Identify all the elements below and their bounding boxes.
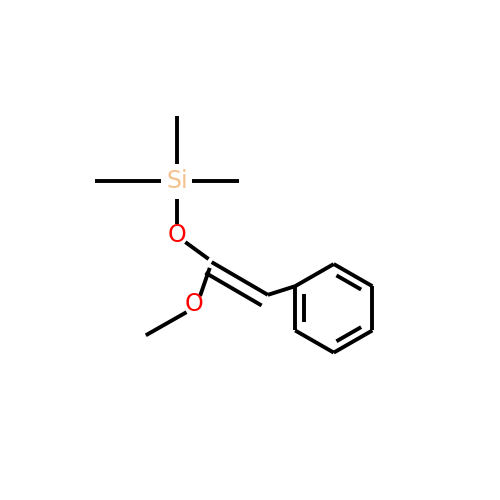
Text: O: O: [168, 223, 186, 247]
Text: Si: Si: [166, 170, 188, 194]
Text: O: O: [185, 292, 204, 316]
